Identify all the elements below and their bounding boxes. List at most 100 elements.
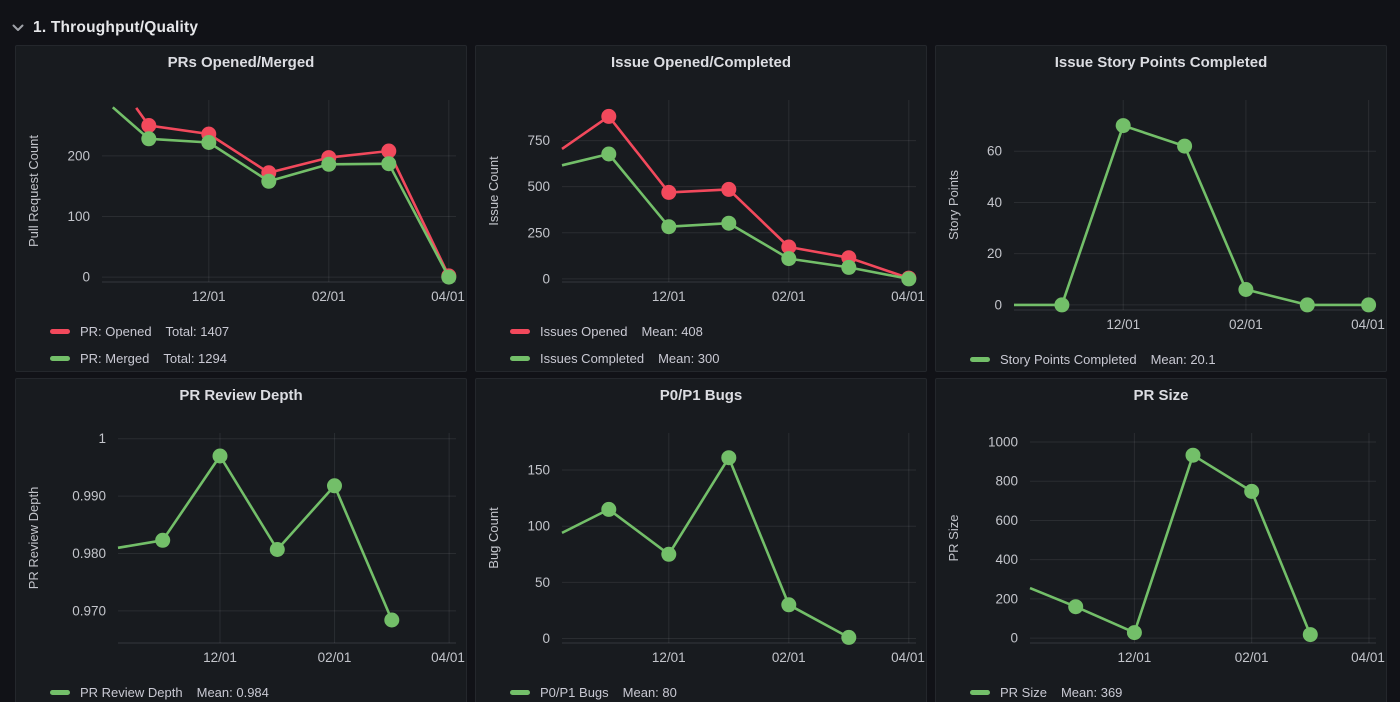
legend: P0/P1 Bugs Mean: 80 — [476, 675, 926, 702]
legend: PR Size Mean: 369 — [936, 675, 1386, 702]
data-point[interactable] — [901, 271, 917, 287]
y-tick-label: 750 — [527, 133, 550, 148]
y-tick-label: 100 — [67, 209, 90, 224]
data-point[interactable] — [1361, 297, 1377, 313]
data-point[interactable] — [1302, 627, 1318, 643]
plot-area[interactable]: 0 50 100 150 12/01 02/01 04/01 Bug Count — [476, 413, 927, 670]
data-point[interactable] — [661, 219, 677, 235]
y-tick-label: 250 — [527, 225, 550, 240]
data-point[interactable] — [841, 259, 857, 275]
data-point[interactable] — [1177, 138, 1193, 154]
legend-item[interactable]: Issues Completed Mean: 300 — [510, 345, 926, 371]
y-tick-label: 150 — [527, 463, 550, 478]
data-point[interactable] — [141, 118, 157, 133]
legend-item[interactable]: P0/P1 Bugs Mean: 80 — [510, 679, 926, 702]
data-point[interactable] — [721, 215, 737, 231]
panel-title[interactable]: PR Review Depth — [179, 387, 303, 404]
legend-item[interactable]: Story Points Completed Mean: 20.1 — [970, 346, 1386, 371]
y-axis-label: PR Review Depth — [26, 487, 41, 590]
legend-series-label: PR Review Depth — [80, 685, 183, 700]
legend-swatch — [510, 690, 530, 695]
data-point[interactable] — [1185, 447, 1201, 463]
data-point[interactable] — [661, 184, 677, 200]
y-tick-label: 1 — [98, 431, 106, 446]
data-point[interactable] — [201, 135, 217, 150]
legend-swatch — [970, 690, 990, 695]
chart-canvas[interactable]: 0.970 0.980 0.990 1 12/01 02/01 04/01 PR Review… — [16, 413, 466, 675]
series-line — [561, 456, 850, 639]
legend-item[interactable]: PR: Opened Total: 1407 — [50, 318, 466, 345]
series-line — [117, 454, 393, 621]
data-point[interactable] — [841, 629, 857, 645]
panel-title[interactable]: PRs Opened/Merged — [167, 54, 315, 71]
legend-swatch — [50, 356, 70, 361]
plot-area[interactable]: 0.970 0.980 0.990 1 12/01 02/01 04/01 PR Review… — [16, 413, 467, 670]
data-point[interactable] — [327, 478, 342, 494]
data-point[interactable] — [441, 269, 457, 285]
chevron-down-icon[interactable] — [12, 24, 24, 32]
data-point[interactable] — [321, 156, 337, 172]
panel-prs-opened-merged: PRs Opened/Merged 0 100 200 12/01 02/01 04/01… — [15, 45, 467, 372]
data-point[interactable] — [384, 612, 400, 628]
data-point[interactable] — [155, 532, 171, 548]
panel-title[interactable]: Issue Opened/Completed — [610, 54, 792, 71]
data-point[interactable] — [269, 542, 285, 557]
data-point[interactable] — [1068, 599, 1084, 615]
data-point[interactable] — [141, 131, 157, 147]
panel-title[interactable]: PR Size — [1133, 387, 1189, 404]
x-tick-label: 12/01 — [192, 289, 226, 304]
data-point[interactable] — [601, 146, 617, 162]
plot-area[interactable]: 0 100 200 12/01 02/01 04/01 Pull Request Count — [16, 80, 467, 309]
data-point[interactable] — [601, 108, 617, 124]
y-tick-label: 0.980 — [72, 546, 106, 561]
data-point[interactable] — [381, 156, 397, 172]
legend-item[interactable]: PR: Merged Total: 1294 — [50, 345, 466, 371]
data-point[interactable] — [661, 546, 677, 562]
data-point[interactable] — [781, 597, 797, 613]
data-point[interactable] — [381, 143, 397, 159]
data-point[interactable] — [1244, 483, 1260, 499]
chart-canvas[interactable]: 0 100 200 12/01 02/01 04/01 Pull Request Count — [16, 80, 466, 314]
x-tick-label: 02/01 — [772, 289, 806, 304]
chart-canvas[interactable]: 0 250 500 750 12/01 02/01 04/01 Issue Count — [476, 80, 926, 314]
chart-canvas[interactable]: 0 20 40 60 12/01 02/01 04/01 Story Points — [936, 80, 1386, 342]
data-point[interactable] — [212, 448, 228, 464]
plot-area[interactable]: 0 250 500 750 12/01 02/01 04/01 Issue Count — [476, 80, 927, 309]
legend-item[interactable]: PR Size Mean: 369 — [970, 679, 1386, 702]
panel-title[interactable]: Issue Story Points Completed — [1054, 54, 1268, 71]
data-point[interactable] — [1126, 625, 1142, 641]
data-point[interactable] — [261, 173, 277, 189]
data-point[interactable] — [1115, 118, 1131, 134]
series-line — [111, 106, 450, 278]
legend-item[interactable]: PR Review Depth Mean: 0.984 — [50, 679, 466, 702]
x-tick-label: 04/01 — [1351, 650, 1385, 665]
legend-series-stat: Total: 1294 — [163, 351, 227, 366]
panel-title[interactable]: P0/P1 Bugs — [659, 387, 743, 404]
legend-series-stat: Mean: 0.984 — [196, 685, 269, 700]
chart-canvas[interactable]: 0 50 100 150 12/01 02/01 04/01 Bug Count — [476, 413, 926, 675]
data-point[interactable] — [721, 181, 737, 197]
y-tick-label: 400 — [995, 552, 1018, 567]
data-point[interactable] — [1299, 297, 1315, 313]
y-tick-label: 0.970 — [72, 603, 106, 618]
plot-area[interactable]: 0 20 40 60 12/01 02/01 04/01 Story Points — [936, 80, 1387, 337]
section-title: 1. Throughput/Quality — [33, 19, 199, 36]
chart-canvas[interactable]: 0 200 400 600 800 1000 12/01 02/01 04/01 PR Size — [936, 413, 1386, 675]
legend: PR Review Depth Mean: 0.984 — [16, 675, 466, 702]
legend-swatch — [50, 329, 70, 334]
data-point[interactable] — [1238, 282, 1254, 297]
legend-swatch — [510, 329, 530, 334]
legend-item[interactable]: Issues Opened Mean: 408 — [510, 318, 926, 345]
data-point[interactable] — [1054, 297, 1070, 313]
plot-area[interactable]: 0 200 400 600 800 1000 12/01 02/01 04/01 PR Size — [936, 413, 1387, 670]
x-tick-label: 04/01 — [891, 289, 925, 304]
data-point[interactable] — [781, 251, 797, 267]
x-tick-label: 02/01 — [772, 650, 806, 665]
panel-issue-story-points-completed: Issue Story Points Completed 0 20 40 60 12/0… — [935, 45, 1387, 372]
legend-series-stat: Total: 1407 — [165, 324, 230, 339]
data-point[interactable] — [721, 450, 737, 466]
x-tick-label: 04/01 — [431, 650, 465, 665]
data-point[interactable] — [781, 239, 797, 255]
data-point[interactable] — [601, 501, 617, 517]
section-header[interactable]: 1. Throughput/Quality — [0, 0, 1400, 45]
